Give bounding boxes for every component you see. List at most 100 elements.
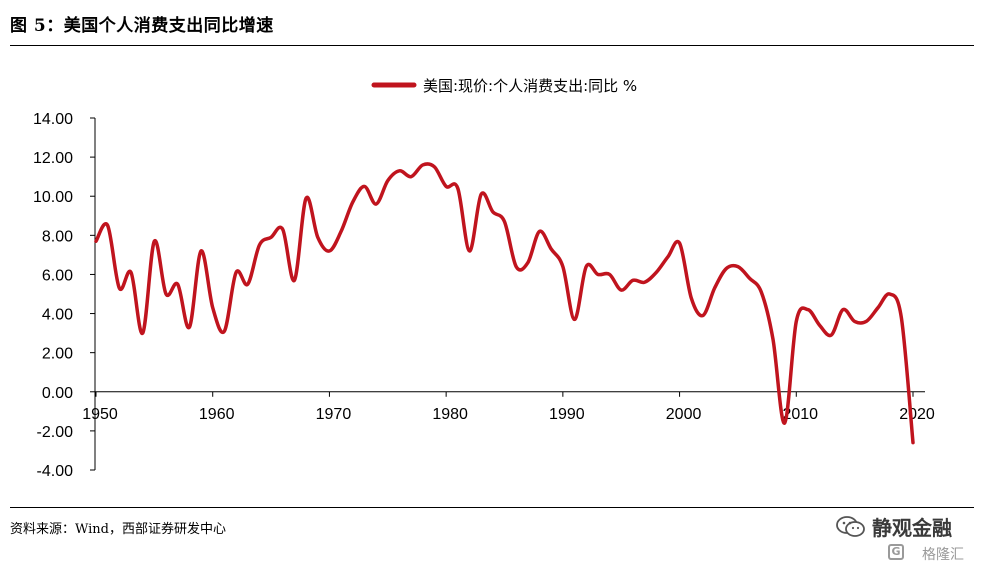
data-point-1960: [211, 306, 215, 310]
data-point-1999: [666, 255, 670, 259]
data-point-1994: [608, 272, 612, 276]
source-note: 资料来源：Wind，西部证券研发中心: [10, 522, 226, 537]
y-tick-label: -4.00: [37, 463, 74, 480]
data-point-1973: [362, 184, 366, 188]
data-point-1987: [526, 261, 530, 265]
data-point-1976: [397, 169, 401, 173]
data-point-1992: [584, 265, 588, 269]
data-point-1950: [94, 239, 98, 243]
data-point-2001: [689, 296, 693, 300]
data-point-1977: [409, 175, 413, 179]
data-point-2011: [806, 308, 810, 312]
data-point-1983: [479, 192, 483, 196]
data-point-1955: [152, 239, 156, 243]
data-point-1996: [631, 278, 635, 282]
data-point-1965: [269, 235, 273, 239]
series-line-0: [94, 162, 915, 445]
data-point-1954: [141, 331, 145, 335]
data-point-1986: [514, 265, 518, 269]
data-point-2015: [853, 319, 857, 323]
data-point-2013: [829, 333, 833, 337]
data-point-1980: [444, 184, 448, 188]
x-tick-label: 1950: [82, 406, 118, 423]
y-tick-label: -2.00: [37, 424, 74, 441]
data-point-1990: [561, 265, 565, 269]
data-point-2014: [841, 308, 845, 312]
data-point-1991: [573, 317, 577, 321]
data-point-1966: [281, 227, 285, 231]
y-tick-label: 2.00: [42, 346, 73, 363]
data-point-1971: [339, 229, 343, 233]
wechat-icon: [836, 515, 865, 537]
data-point-1956: [164, 292, 168, 296]
data-point-1958: [187, 325, 191, 329]
x-tick-label: 2010: [782, 406, 818, 423]
top-rule: [10, 45, 974, 46]
data-point-1972: [351, 200, 355, 204]
data-point-1984: [491, 210, 495, 214]
data-point-2006: [748, 276, 752, 280]
data-point-2004: [724, 267, 728, 271]
x-tick-label: 1980: [432, 406, 468, 423]
legend: 美国:现价:个人消费支出:同比 %: [371, 77, 637, 95]
data-point-1995: [619, 288, 623, 292]
data-point-2010: [794, 319, 798, 323]
data-point-1997: [643, 280, 647, 284]
y-tick-label: 0.00: [42, 385, 73, 402]
data-point-1974: [374, 202, 378, 206]
data-point-2002: [701, 314, 705, 318]
x-tick-label: 2000: [666, 406, 702, 423]
data-point-1970: [327, 249, 331, 253]
figure-title: 图 5：美国个人消费支出同比增速: [10, 16, 274, 36]
data-point-2005: [736, 265, 740, 269]
data-point-1967: [292, 278, 296, 282]
data-point-1979: [432, 165, 436, 169]
data-point-1969: [316, 235, 320, 239]
data-point-1988: [538, 229, 542, 233]
watermark: 静观金融: [836, 512, 952, 541]
data-point-1953: [129, 270, 133, 274]
y-axis: 14.00 12.00 10.00 8.00 6.00 4.00 2.00 0.00 -2.00…: [33, 111, 96, 480]
watermark-name: 静观金融: [872, 516, 952, 540]
data-point-1964: [257, 243, 261, 247]
data-point-2019: [899, 315, 903, 319]
x-tick-label: 2020: [899, 406, 935, 423]
x-axis: 1950 1960 1970 1980 1990 2000 2010 2020: [82, 391, 935, 423]
data-point-1961: [222, 329, 226, 333]
data-point-2017: [876, 306, 880, 310]
data-point-1968: [304, 196, 308, 200]
y-tick-label: 8.00: [42, 228, 73, 245]
data-point-2020: [911, 441, 915, 445]
watermark-sub: 格隆汇: [922, 547, 964, 563]
data-point-2009: [783, 421, 787, 425]
data-point-1978: [421, 163, 425, 167]
x-tick-label: 1990: [549, 406, 585, 423]
data-point-1982: [467, 249, 471, 253]
y-tick-label: 12.00: [33, 150, 73, 167]
data-point-2018: [888, 292, 892, 296]
data-point-1989: [549, 247, 553, 251]
y-tick-label: 14.00: [33, 111, 73, 128]
bottom-rule: [10, 507, 974, 508]
data-point-1951: [106, 224, 110, 228]
data-point-2007: [759, 290, 763, 294]
data-point-1975: [386, 179, 390, 183]
data-point-2016: [864, 319, 868, 323]
x-tick-label: 1970: [316, 406, 352, 423]
data-point-1962: [234, 270, 238, 274]
gelonghui-logo-icon: G: [888, 544, 904, 560]
y-tick-label: 10.00: [33, 189, 73, 206]
data-point-1952: [117, 286, 121, 290]
data-point-2003: [713, 286, 717, 290]
line-chart: 14.00 12.00 10.00 8.00 6.00 4.00 2.00 0.00 -2.00…: [33, 77, 935, 480]
y-tick-label: 6.00: [42, 267, 73, 284]
series-layer: [94, 162, 915, 445]
data-point-1957: [176, 282, 180, 286]
data-point-2000: [678, 241, 682, 245]
data-point-2008: [771, 337, 775, 341]
x-tick-label: 1960: [199, 406, 235, 423]
legend-label: 美国:现价:个人消费支出:同比 %: [423, 77, 637, 95]
data-point-2012: [818, 323, 822, 327]
y-tick-label: 4.00: [42, 307, 73, 324]
data-point-1963: [246, 282, 250, 286]
